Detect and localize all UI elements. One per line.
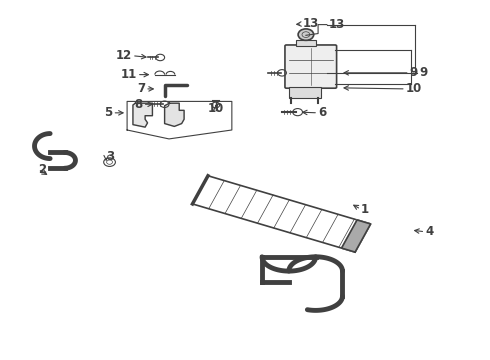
- Text: 12: 12: [116, 49, 132, 62]
- Bar: [296, 40, 316, 46]
- Text: 11: 11: [121, 68, 137, 81]
- Polygon shape: [165, 103, 184, 126]
- Text: 10: 10: [406, 82, 422, 95]
- Text: 1: 1: [361, 203, 369, 216]
- Polygon shape: [342, 220, 370, 252]
- Text: 7: 7: [137, 82, 145, 95]
- Polygon shape: [133, 103, 152, 127]
- Text: 8: 8: [134, 98, 143, 111]
- Circle shape: [298, 29, 314, 40]
- Text: 4: 4: [425, 225, 434, 238]
- Text: 9: 9: [419, 66, 428, 79]
- Text: 3: 3: [106, 150, 114, 163]
- Text: 5: 5: [104, 106, 113, 120]
- FancyBboxPatch shape: [285, 45, 337, 88]
- Text: 13: 13: [329, 18, 345, 31]
- Text: 6: 6: [318, 106, 326, 120]
- Text: 9: 9: [410, 66, 418, 79]
- Text: 10: 10: [208, 102, 224, 115]
- Text: 13: 13: [302, 17, 318, 30]
- Text: 2: 2: [38, 163, 46, 176]
- Bar: [289, 87, 320, 98]
